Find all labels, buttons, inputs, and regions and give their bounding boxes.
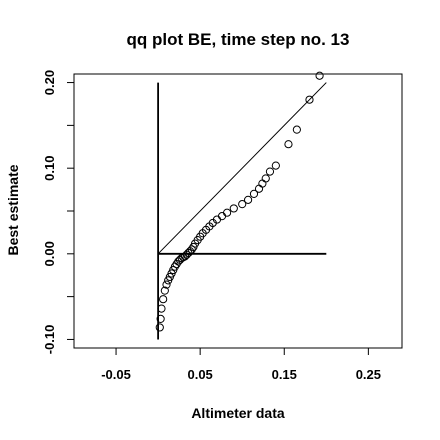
data-point <box>254 184 264 193</box>
x-tick-label: 0.25 <box>356 367 381 382</box>
data-point <box>284 140 293 149</box>
data-point <box>156 314 165 323</box>
reference-lines <box>157 82 327 340</box>
y-tick-label: 0.00 <box>42 241 57 266</box>
x-axis: -0.05 0.05 0.15 0.25 <box>101 347 381 382</box>
data-point <box>238 200 247 209</box>
data-point <box>160 286 169 295</box>
data-point <box>315 71 324 80</box>
identity-line <box>157 82 327 255</box>
x-tick-label: 0.15 <box>272 367 297 382</box>
data-point <box>157 304 166 313</box>
data-point <box>229 204 238 213</box>
data-point <box>155 323 164 332</box>
chart-title: qq plot BE, time step no. 13 <box>127 30 350 49</box>
data-point <box>305 95 314 104</box>
y-tick-label: -0.10 <box>42 325 57 355</box>
x-axis-label: Altimeter data <box>191 405 285 421</box>
data-point <box>271 161 280 170</box>
data-point <box>217 212 227 221</box>
y-tick-label: 0.20 <box>42 70 57 95</box>
data-point <box>249 189 259 198</box>
plot-area-frame <box>73 73 403 349</box>
data-point <box>243 195 253 204</box>
y-axis: -0.10 0.00 0.10 0.20 <box>42 70 75 355</box>
x-tick-label: -0.05 <box>101 367 131 382</box>
y-axis-label: Best estimate <box>5 164 21 255</box>
y-tick-label: 0.10 <box>42 156 57 181</box>
x-tick-label: 0.05 <box>187 367 212 382</box>
data-point <box>187 245 196 254</box>
data-point <box>222 208 232 217</box>
data-point <box>159 295 168 304</box>
data-point <box>258 179 267 188</box>
data-point <box>265 167 275 176</box>
data-points <box>155 71 324 332</box>
data-point <box>292 125 301 134</box>
data-point <box>162 280 171 289</box>
data-point <box>261 174 270 183</box>
